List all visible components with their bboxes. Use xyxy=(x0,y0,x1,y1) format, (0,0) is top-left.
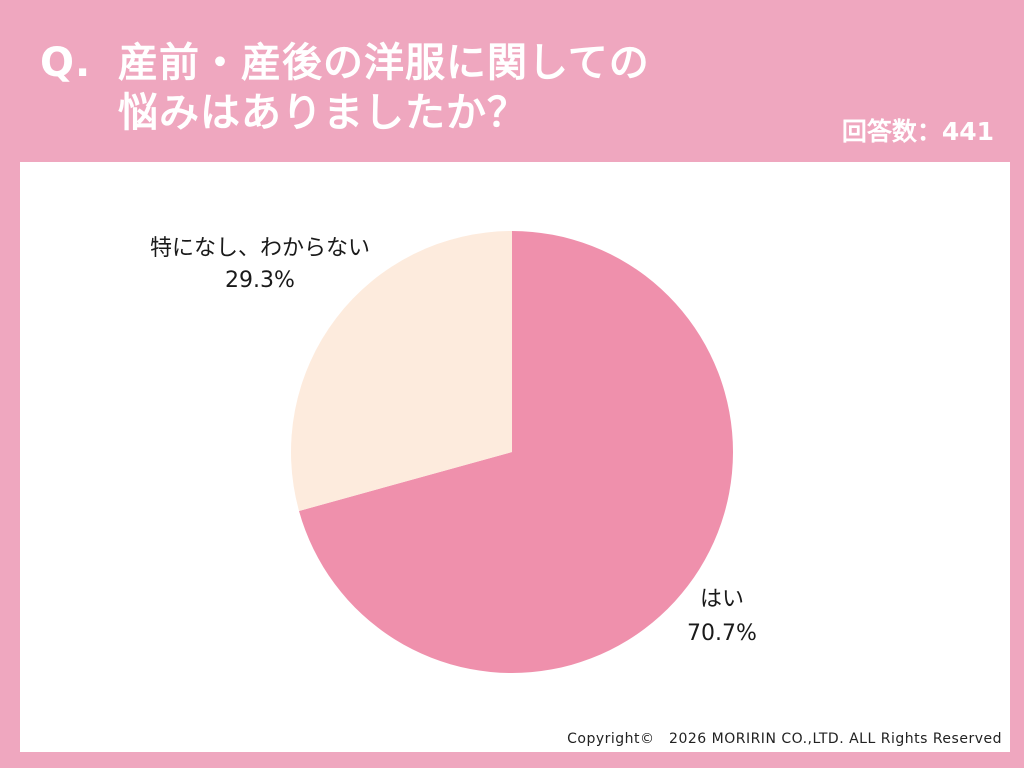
question-mark: Q. xyxy=(40,40,92,86)
slice-label-yes: はい xyxy=(700,587,744,612)
slice-value-yes: 70.7% xyxy=(687,621,757,646)
respondent-count: 回答数：441 xyxy=(841,117,994,146)
copyright-notice: Copyright© 2026 MORIRIN CO.,LTD. ALL Rig… xyxy=(567,731,1002,747)
question-text-line-1: 産前・産後の洋服に関しての xyxy=(118,40,650,86)
slice-value-none: 29.3% xyxy=(225,268,295,293)
pie-slice-yes xyxy=(299,231,733,673)
question-text-line-2: 悩みはありましたか？ xyxy=(118,90,528,136)
question-title: Q. 産前・産後の洋服に関しての 悩みはありましたか？ xyxy=(40,38,650,138)
slice-label-none: 特になし、わからない xyxy=(150,236,370,261)
pie-chart: 特になし、わからない 29.3% はい 70.7% xyxy=(150,231,757,673)
chart-panel: 特になし、わからない 29.3% はい 70.7% xyxy=(20,162,1010,752)
pie-slice-none xyxy=(290,231,512,511)
